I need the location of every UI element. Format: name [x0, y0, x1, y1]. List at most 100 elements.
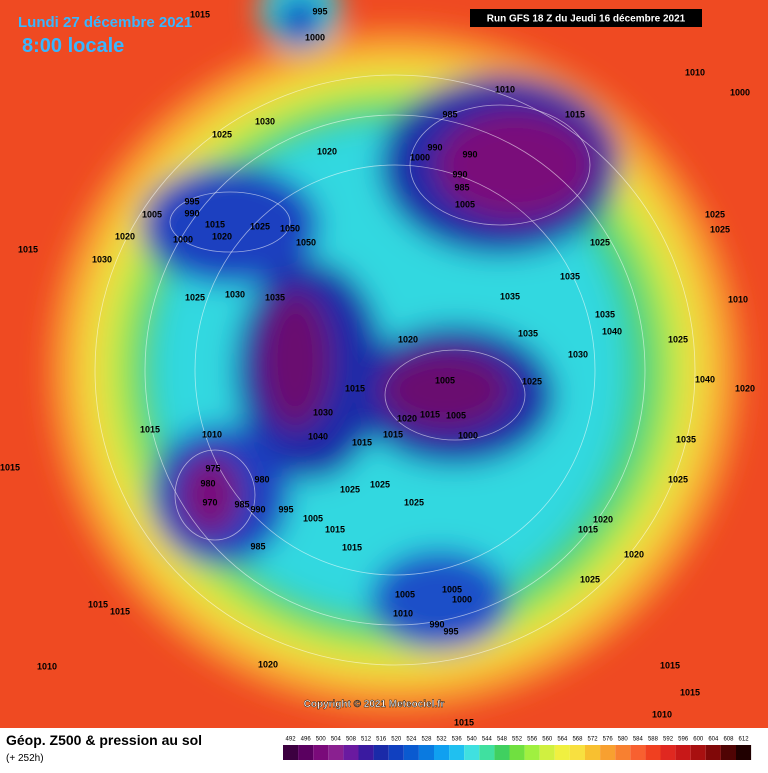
pressure-label: 1000	[458, 430, 478, 440]
scale-swatch	[434, 745, 450, 760]
pressure-label: 1015	[680, 687, 700, 697]
pressure-label: 1020	[398, 334, 418, 344]
scale-swatch	[690, 745, 706, 760]
scale-label: 536	[452, 737, 463, 743]
scale-label: 532	[437, 737, 448, 743]
pressure-label: 1020	[258, 659, 278, 669]
scale-swatch	[539, 745, 555, 760]
pressure-label: 1040	[308, 431, 328, 441]
scale-label: 500	[316, 737, 327, 743]
pressure-label: 1010	[393, 608, 413, 618]
scale-swatch	[449, 745, 465, 760]
scale-swatch	[388, 745, 404, 760]
field	[0, 0, 768, 728]
pressure-label: 1015	[88, 599, 108, 609]
pressure-label: 995	[312, 6, 327, 16]
scale-label: 524	[406, 737, 417, 743]
pressure-label: 1005	[303, 513, 323, 523]
pressure-label: 970	[202, 497, 217, 507]
pressure-labels: 1015 995 1000 1030 1025 1020 1010 1010 1000 985 99…	[0, 6, 755, 727]
pressure-label: 1005	[142, 209, 162, 219]
scale-label: 560	[542, 737, 553, 743]
pressure-label: 1015	[352, 437, 372, 447]
pressure-label: 1025	[522, 376, 542, 386]
pressure-label: 1015	[345, 383, 365, 393]
pressure-label: 1030	[92, 254, 112, 264]
pressure-label: 985	[234, 499, 249, 509]
scale-swatch	[675, 745, 691, 760]
pressure-label: 990	[429, 619, 444, 629]
scale-swatch	[313, 745, 329, 760]
pressure-label: 1035	[595, 309, 615, 319]
scale-label: 516	[376, 737, 387, 743]
pressure-label: 1015	[140, 424, 160, 434]
pressure-label: 1015	[325, 524, 345, 534]
pressure-label: 995	[184, 196, 199, 206]
pressure-label: 1010	[685, 67, 705, 77]
pressure-label: 1025	[705, 209, 725, 219]
scale-swatch	[343, 745, 359, 760]
pressure-label: 1015	[420, 409, 440, 419]
scale-swatch	[464, 745, 480, 760]
pressure-label: 1025	[404, 497, 424, 507]
pressure-label: 1020	[212, 231, 232, 241]
time: 8:00 locale	[22, 35, 124, 57]
scale-swatch	[418, 745, 434, 760]
pressure-label: 995	[443, 626, 458, 636]
scale-label: 572	[588, 737, 599, 743]
scale-label: 496	[301, 737, 312, 743]
scale-swatch	[494, 745, 510, 760]
pressure-label: 1005	[442, 584, 462, 594]
scale-label: 552	[512, 737, 523, 743]
copyright: Copyright © 2021 Meteociel.fr	[304, 699, 445, 710]
pressure-label: 1020	[317, 146, 337, 156]
pressure-label: 980	[254, 474, 269, 484]
pressure-label: 990	[462, 149, 477, 159]
pressure-label: 1010	[728, 294, 748, 304]
pressure-label: 1040	[602, 326, 622, 336]
scale-swatch	[615, 745, 631, 760]
scale-label: 508	[346, 737, 357, 743]
scale-label: 576	[603, 737, 614, 743]
pressure-label: 1020	[593, 514, 613, 524]
pressure-label: 1030	[225, 289, 245, 299]
pressure-label: 1050	[296, 237, 316, 247]
pressure-label: 1015	[0, 462, 20, 472]
footer-lead: (+ 252h)	[6, 753, 44, 764]
pressure-label: 1020	[397, 413, 417, 423]
pressure-label: 1030	[568, 349, 588, 359]
pressure-label: 1025	[370, 479, 390, 489]
pressure-label: 990	[184, 208, 199, 218]
pressure-label: 1025	[710, 224, 730, 234]
pressure-label: 1035	[500, 291, 520, 301]
pressure-label: 1015	[205, 219, 225, 229]
pressure-label: 1000	[410, 152, 430, 162]
pressure-label: 1015	[342, 542, 362, 552]
pressure-label: 1015	[110, 606, 130, 616]
scale-label: 608	[723, 737, 734, 743]
pressure-label: 990	[427, 142, 442, 152]
scale-label: 512	[361, 737, 372, 743]
run-banner	[470, 9, 702, 27]
scale-swatch	[660, 745, 676, 760]
scale-swatch	[373, 745, 389, 760]
pressure-label: 1025	[185, 292, 205, 302]
scale-swatch	[298, 745, 314, 760]
pressure-label: 1005	[395, 589, 415, 599]
pressure-label: 1035	[265, 292, 285, 302]
pressure-label: 1015	[190, 9, 210, 19]
pressure-label: 1010	[495, 84, 515, 94]
pressure-label: 1015	[578, 524, 598, 534]
pressure-label: 1000	[452, 594, 472, 604]
scale-label: 528	[421, 737, 432, 743]
scale-label: 584	[633, 737, 644, 743]
scale-label: 612	[739, 737, 750, 743]
scale-label: 600	[693, 737, 704, 743]
scale-swatch	[645, 745, 661, 760]
pressure-label: 985	[442, 109, 457, 119]
pressure-label: 1015	[565, 109, 585, 119]
scale-label: 580	[618, 737, 629, 743]
pressure-label: 995	[278, 504, 293, 514]
scale-label: 544	[482, 737, 493, 743]
pressure-label: 1030	[313, 407, 333, 417]
